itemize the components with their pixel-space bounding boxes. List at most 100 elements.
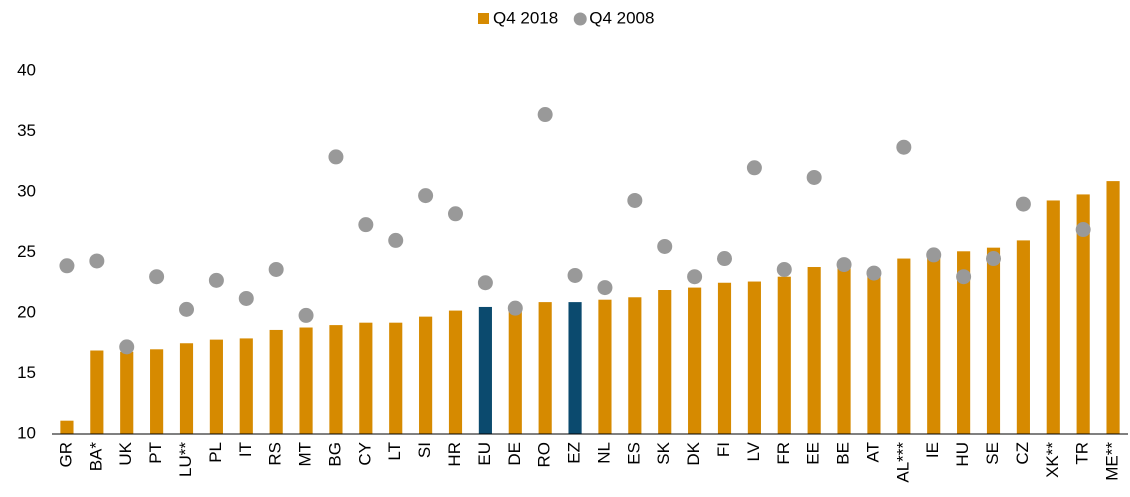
x-tick-label: PL [206, 442, 225, 463]
x-tick-label: IE [923, 442, 942, 458]
dot [448, 206, 463, 222]
bar [986, 247, 1001, 434]
bar [688, 287, 702, 434]
x-tick-label: LU** [176, 442, 195, 477]
bar [150, 349, 164, 434]
dot [477, 275, 493, 291]
bar [419, 316, 433, 434]
x-tick-label: AT [863, 442, 882, 462]
dot [238, 290, 254, 306]
dot [657, 238, 673, 254]
x-tick-label: BA* [86, 442, 105, 472]
dot [717, 251, 732, 267]
x-tick-label: FI [714, 442, 733, 457]
bar [179, 343, 194, 434]
x-tick-label: BE [834, 442, 853, 465]
bar [239, 338, 253, 434]
bar [209, 339, 223, 434]
x-tick-label: RO [535, 442, 554, 468]
dot [507, 300, 523, 316]
legend-swatch [478, 13, 489, 24]
dot [926, 247, 942, 263]
dot [149, 269, 165, 285]
x-tick-label: GR [56, 442, 75, 468]
dot [59, 258, 75, 274]
y-tick-label: 40 [17, 60, 36, 79]
y-tick-label: 25 [17, 242, 36, 261]
dot [1075, 222, 1091, 238]
x-tick-label: UK [116, 441, 135, 465]
x-tick-label: EZ [565, 442, 584, 464]
bar [269, 329, 283, 434]
bar [568, 302, 582, 434]
x-tick-label: FR [774, 442, 793, 465]
y-tick-label: 30 [17, 181, 36, 200]
x-tick-label: LV [744, 441, 763, 461]
x-tick-label: XK** [1043, 442, 1062, 478]
dot [298, 307, 314, 323]
x-tick-label: DE [505, 442, 524, 466]
dot [986, 251, 1001, 267]
bar [1046, 200, 1060, 434]
dot [537, 107, 553, 123]
dot [1015, 196, 1031, 212]
dot [836, 257, 852, 273]
x-tick-label: SE [983, 442, 1002, 465]
dot [776, 261, 792, 277]
dot [627, 192, 643, 208]
x-tick-label: SK [654, 441, 673, 464]
bar [777, 276, 791, 434]
bar [628, 297, 642, 434]
x-tick-label: AL*** [893, 442, 912, 483]
bar [957, 251, 971, 434]
bar [837, 267, 851, 434]
bar [1076, 194, 1090, 434]
dot [687, 269, 703, 285]
dot [208, 272, 224, 288]
legend-label: Q4 2018 [493, 8, 558, 27]
x-tick-label: RS [266, 442, 285, 466]
x-tick-label: ME** [1103, 442, 1122, 481]
dot [567, 267, 583, 283]
x-tick-label: HU [953, 442, 972, 467]
bar [717, 282, 732, 434]
bar [1106, 181, 1120, 434]
legend-label: Q4 2008 [589, 8, 654, 27]
bar [90, 350, 104, 434]
bar [897, 258, 911, 434]
x-tick-label: BG [325, 442, 344, 467]
x-tick-label: DK [684, 441, 703, 465]
bar [359, 322, 373, 434]
legend-swatch [573, 12, 587, 26]
y-tick-label: 10 [17, 423, 36, 442]
bar [658, 290, 672, 434]
x-tick-label: MT [296, 442, 315, 467]
bar [538, 302, 552, 434]
x-tick-label: EU [475, 442, 494, 466]
dot [328, 149, 344, 165]
dot [179, 301, 194, 317]
x-tick-label: TR [1073, 442, 1092, 465]
bar [120, 351, 134, 434]
x-tick-label: CZ [1013, 442, 1032, 465]
bar [927, 254, 941, 434]
dot [268, 261, 284, 277]
bar [807, 267, 821, 434]
bar [508, 308, 522, 434]
x-tick-label: NL [594, 442, 613, 464]
x-tick-label: HR [445, 442, 464, 467]
x-tick-label: PT [146, 442, 165, 464]
bar [598, 299, 612, 434]
bar [389, 322, 403, 434]
bar [867, 270, 881, 434]
bar [60, 420, 74, 434]
dot [388, 232, 404, 248]
x-tick-label: IT [236, 442, 255, 457]
bar [478, 306, 492, 434]
bar [747, 281, 761, 434]
bar [299, 327, 313, 434]
dot [956, 269, 972, 285]
y-tick-label: 20 [17, 302, 36, 321]
x-tick-label: ES [624, 442, 643, 465]
dot [746, 160, 762, 176]
